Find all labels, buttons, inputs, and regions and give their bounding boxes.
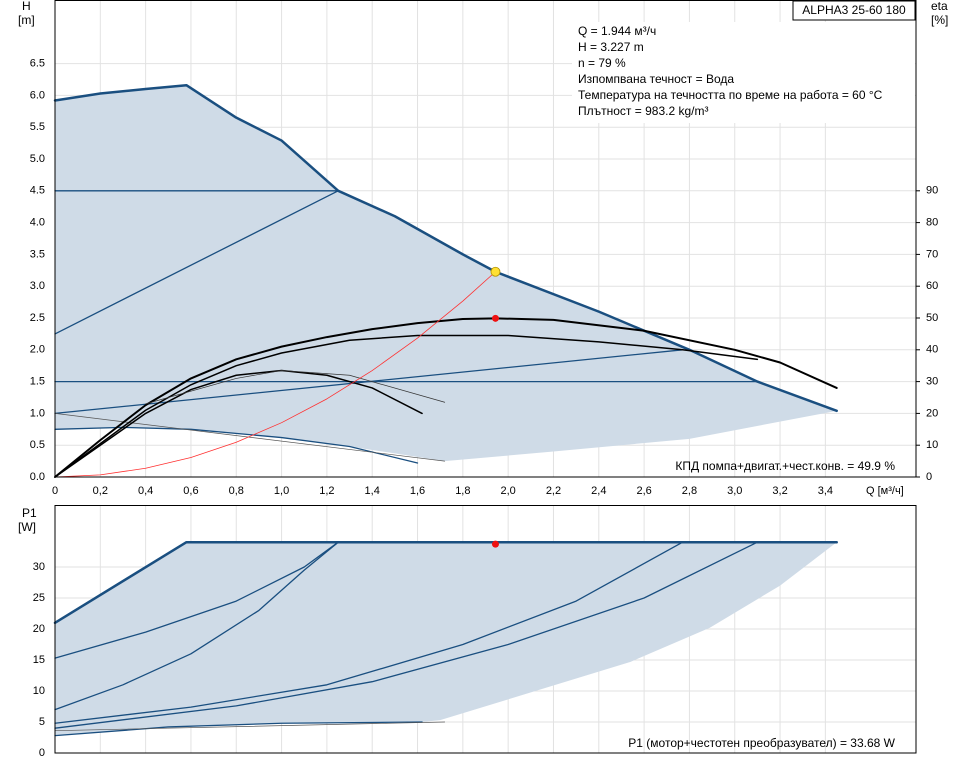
title-box — [792, 0, 916, 21]
x-tick-label: 1,0 — [274, 485, 289, 497]
x-tick-label: 2,8 — [682, 485, 697, 497]
operating-area — [55, 542, 837, 736]
x-tick-label: 0,4 — [138, 485, 153, 497]
x-axis-label: Q [м³/ч] — [866, 485, 904, 497]
curve — [53, 540, 838, 625]
y-axis-unit: [W] — [18, 520, 36, 534]
y2-axis-unit: [%] — [931, 13, 948, 27]
y-tick-label: 10 — [33, 685, 45, 697]
x-tick-label: 3,2 — [772, 485, 787, 497]
y-tick-label: 6.0 — [30, 89, 45, 101]
y2-tick-label: 0 — [926, 471, 932, 483]
x-tick-label: 2,4 — [591, 485, 606, 497]
info-line: Q = 1.944 м³/ч — [578, 24, 656, 38]
x-tick-label: 1,2 — [319, 485, 334, 497]
y-tick-label: 0 — [39, 747, 45, 759]
info-line: Температура на течността по време на раб… — [578, 88, 883, 102]
x-tick-label: 3,0 — [727, 485, 742, 497]
curve — [54, 541, 759, 729]
y2-tick-label: 90 — [926, 185, 938, 197]
x-tick-label: 0,8 — [229, 485, 244, 497]
x-tick-label: 0,6 — [183, 485, 198, 497]
x-tick-label: 2,6 — [636, 485, 651, 497]
curve — [54, 541, 339, 711]
y-tick-label: 1.0 — [30, 407, 45, 419]
duty-point — [490, 266, 501, 277]
curve — [54, 413, 446, 462]
y-tick-label: 20 — [33, 623, 45, 635]
plot-frame — [54, 505, 917, 754]
y-tick-label: 4.5 — [30, 185, 45, 197]
y-tick-label: 0.0 — [30, 471, 45, 483]
y-tick-label: 30 — [33, 561, 45, 573]
duty-point — [491, 314, 499, 322]
y-tick-label: 6.5 — [30, 58, 45, 70]
annotation: КПД помпа+двигат.+чест.конв. = 49.9 % — [675, 459, 895, 473]
y-tick-label: 5 — [39, 716, 45, 728]
y2-tick-label: 20 — [926, 407, 938, 419]
duty-point — [491, 540, 499, 548]
y-tick-label: 2.0 — [30, 344, 45, 356]
y-tick-label: 15 — [33, 654, 45, 666]
info-box — [572, 22, 915, 123]
info-line: n = 79 % — [578, 56, 626, 70]
chart-title: ALPHA3 25-60 180 — [802, 3, 906, 17]
y2-tick-label: 10 — [926, 439, 938, 451]
curve — [53, 83, 838, 413]
y2-tick-label: 70 — [926, 248, 938, 260]
y2-tick-label: 50 — [926, 312, 938, 324]
x-tick-label: 0,2 — [93, 485, 108, 497]
y2-axis-label: eta — [931, 0, 948, 13]
power-chart: 0 5 10 15 20 25 30 P1[W] P1 (мотор+честотен прео… — [18, 505, 917, 759]
info-line: Изпомпвана течност = Вода — [578, 72, 734, 86]
head-chart: 0 0,2 0,4 0,6 0,8 1,0 1,2 1,4 1,6 1,8 2,0 2,2 2,4 2,6… — [18, 0, 948, 497]
x-tick-label: 2,0 — [501, 485, 516, 497]
x-tick-label: 0 — [52, 485, 58, 497]
curve — [54, 369, 423, 478]
y2-tick-label: 30 — [926, 376, 938, 388]
x-tick-label: 1,4 — [365, 485, 380, 497]
x-tick-label: 1,6 — [410, 485, 425, 497]
curve — [54, 541, 339, 659]
info-line: H = 3.227 m — [578, 40, 644, 54]
y-tick-label: 1.5 — [30, 376, 45, 388]
curve — [54, 426, 419, 464]
y-tick-label: 0.5 — [30, 439, 45, 451]
y-axis-label: H — [22, 0, 31, 13]
x-tick-label: 3,4 — [818, 485, 833, 497]
plot-frame — [54, 0, 917, 478]
y-axis-label: P1 — [22, 506, 37, 520]
annotation: P1 (мотор+честотен преобразувател) = 33.… — [628, 736, 895, 750]
curve — [54, 541, 684, 724]
y-tick-label: 4.0 — [30, 217, 45, 229]
y2-tick-label: 80 — [926, 217, 938, 229]
info-line: Плътност = 983.2 kg/m³ — [578, 104, 708, 118]
curve — [145, 370, 446, 405]
y-axis-unit: [m] — [18, 13, 35, 27]
y-tick-label: 2.5 — [30, 312, 45, 324]
y-tick-label: 3.0 — [30, 280, 45, 292]
curve — [54, 334, 759, 478]
x-tick-label: 2,2 — [546, 485, 561, 497]
y-tick-label: 5.5 — [30, 121, 45, 133]
curve — [54, 271, 496, 478]
curve — [54, 721, 446, 732]
y-tick-label: 5.0 — [30, 153, 45, 165]
curve — [54, 317, 838, 478]
y2-tick-label: 60 — [926, 280, 938, 292]
curve — [54, 721, 423, 737]
y2-tick-label: 40 — [926, 344, 938, 356]
curve — [54, 190, 339, 335]
operating-area — [55, 85, 837, 462]
y-tick-label: 3.5 — [30, 248, 45, 260]
y-tick-label: 25 — [33, 592, 45, 604]
x-tick-label: 1,8 — [455, 485, 470, 497]
